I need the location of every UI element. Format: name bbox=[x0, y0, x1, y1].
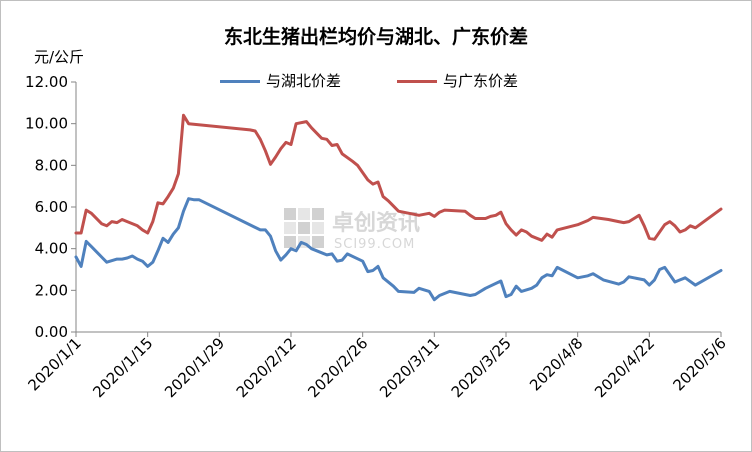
y-tick-label: 8.00 bbox=[35, 156, 68, 174]
y-tick-label: 10.00 bbox=[25, 115, 68, 133]
watermark-cn: 卓创资讯 bbox=[332, 211, 420, 236]
chart-title: 东北生猪出栏均价与湖北、广东价差 bbox=[223, 26, 528, 48]
x-tick-label: 2020/2/12 bbox=[233, 334, 300, 401]
legend-swatch-guangdong bbox=[397, 80, 437, 83]
legend-label-guangdong: 与广东价差 bbox=[443, 72, 519, 90]
x-tick-label: 2020/1/1 bbox=[24, 334, 84, 394]
x-tick-label: 2020/2/26 bbox=[304, 334, 371, 401]
series-line-hubei bbox=[74, 197, 723, 302]
y-axis-unit-label: 元/公斤 bbox=[34, 48, 85, 66]
y-tick-label: 2.00 bbox=[35, 281, 68, 299]
x-tick-label: 2020/1/15 bbox=[89, 334, 156, 401]
y-tick-label: 12.00 bbox=[25, 73, 68, 91]
x-tick-label: 2020/3/11 bbox=[376, 334, 443, 401]
watermark: 卓创资讯 SCI99.COM bbox=[284, 208, 420, 252]
x-tick-label: 2020/1/29 bbox=[161, 334, 228, 401]
y-tick-label: 4.00 bbox=[35, 240, 68, 258]
series-layer bbox=[74, 113, 723, 302]
series-line-guangdong bbox=[74, 113, 723, 242]
x-tick-label: 2020/4/8 bbox=[526, 334, 586, 394]
legend-swatch-hubei bbox=[220, 80, 260, 83]
x-tick-label: 2020/5/6 bbox=[669, 334, 729, 394]
x-tick-label: 2020/4/22 bbox=[591, 334, 658, 401]
watermark-en: SCI99.COM bbox=[334, 237, 415, 252]
legend-label-hubei: 与湖北价差 bbox=[266, 72, 342, 90]
y-tick-label: 6.00 bbox=[35, 198, 68, 216]
x-tick-label: 2020/3/25 bbox=[448, 334, 515, 401]
y-tick-label: 0.00 bbox=[35, 323, 68, 341]
